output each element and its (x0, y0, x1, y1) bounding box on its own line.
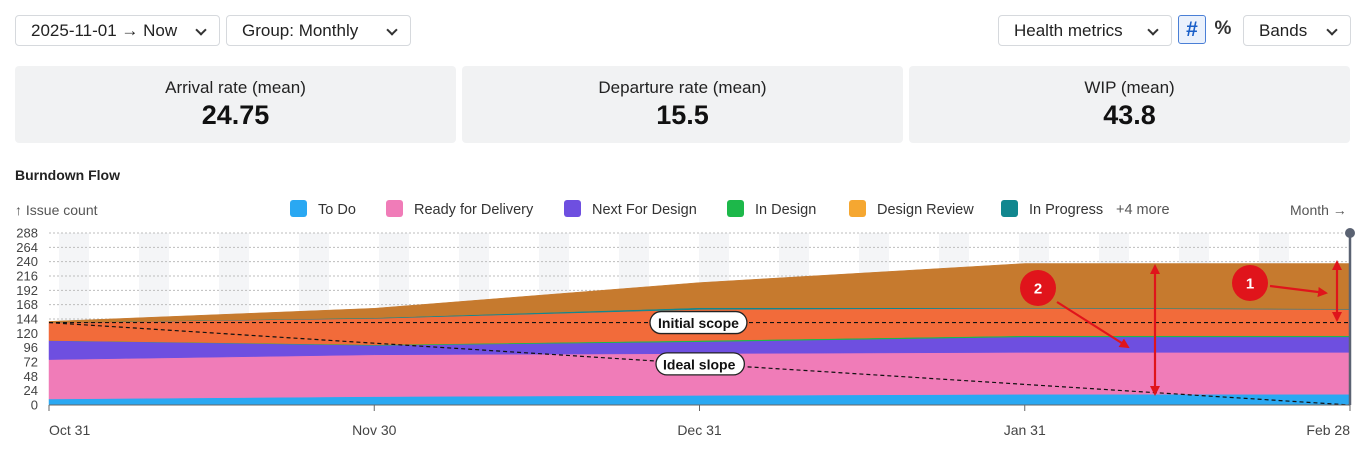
group-dropdown[interactable]: Group: Monthly (226, 15, 411, 46)
y-tick-label: 192 (16, 283, 38, 298)
kpi-value: 43.8 (1103, 100, 1156, 130)
kpi-label: Departure rate (mean) (598, 78, 767, 97)
chevron-down-icon (1326, 24, 1338, 36)
chevron-down-icon (386, 24, 398, 36)
legend-swatch (564, 200, 581, 217)
kpi-value: 24.75 (201, 100, 270, 130)
kpi-label: Arrival rate (mean) (165, 78, 306, 97)
legend-item-to-do[interactable]: To Do (290, 200, 356, 220)
chart-title: Burndown Flow (15, 167, 120, 183)
bands-label: Bands (1259, 21, 1308, 40)
date-range-label: 2025-11-01 → Now (31, 21, 178, 40)
x-axis: Oct 31 Nov 30 Dec 31 Jan 31 Feb 28 (48, 404, 1351, 438)
chevron-down-icon (1147, 24, 1159, 36)
legend-item-ready-for-delivery[interactable]: Ready for Delivery (386, 200, 533, 220)
y-tick-label: 240 (16, 254, 38, 269)
y-tick-label: 264 (16, 240, 38, 255)
group-label: Group: Monthly (242, 21, 359, 40)
badge-2-text: 2 (1034, 281, 1042, 298)
y-tick-label: 24 (24, 383, 38, 398)
red-annotations: 1 2 (1020, 260, 1342, 396)
chevron-down-icon (195, 24, 207, 36)
count-mode-button[interactable]: # (1178, 15, 1206, 44)
x-tick-label: Jan 31 (1004, 422, 1046, 438)
x-tick-label: Dec 31 (677, 422, 722, 438)
toolbar: 2025-11-01 → Now Group: Monthly Health m… (0, 0, 1364, 50)
badge-2 (1020, 270, 1056, 306)
legend-more-link[interactable]: +4 more (1116, 202, 1170, 218)
health-metrics-label: Health metrics (1014, 21, 1123, 40)
ideal-slope-label: Ideal slope (655, 352, 746, 376)
arrow-badge-1 (1269, 284, 1328, 297)
ideal-slope-text: Ideal slope (663, 356, 736, 372)
bands-dropdown[interactable]: Bands (1243, 15, 1351, 46)
arrow-badge-2 (1056, 301, 1130, 349)
legend-swatch (849, 200, 866, 217)
kpi-card-wip: WIP (mean) 43.8 (909, 66, 1350, 143)
legend-label: In Progress (1029, 202, 1104, 218)
legend-swatch (1001, 200, 1018, 217)
legend-item-in-progress[interactable]: In Progress (1001, 200, 1103, 220)
legend-label: In Design (755, 202, 817, 218)
x-axis-caption: Month → (1290, 202, 1347, 218)
percent-mode-button[interactable]: % (1214, 18, 1232, 39)
legend-swatch (727, 200, 744, 217)
y-axis-caption: ↑ Issue count (15, 202, 98, 218)
x-tick-label: Feb 28 (1306, 422, 1350, 438)
legend-label: To Do (318, 202, 356, 218)
y-tick-label: 216 (16, 269, 38, 284)
badge-1 (1232, 265, 1268, 301)
legend-item-next-for-design[interactable]: Next For Design (564, 200, 697, 220)
health-metrics-dropdown[interactable]: Health metrics (998, 15, 1172, 46)
y-tick-label: 144 (16, 312, 38, 327)
y-tick-label: 96 (24, 340, 38, 355)
y-tick-label: 288 (16, 226, 38, 241)
now-marker-dot (1345, 228, 1355, 238)
y-tick-label: 72 (24, 355, 38, 370)
y-tick-label: 120 (16, 326, 38, 341)
y-tick-label: 48 (24, 369, 38, 384)
x-tick-label: Nov 30 (352, 422, 397, 438)
y-tick-label: 168 (16, 297, 38, 312)
kpi-card-departure-rate: Departure rate (mean) 15.5 (462, 66, 903, 143)
initial-scope-label: Initial scope (649, 310, 748, 335)
callouts: Initial scope Ideal slope (649, 310, 748, 376)
legend-label: Design Review (877, 202, 974, 218)
initial-scope-text: Initial scope (658, 315, 739, 331)
legend-swatch (290, 200, 307, 217)
kpi-card-arrival-rate: Arrival rate (mean) 24.75 (15, 66, 456, 143)
kpi-value: 15.5 (656, 100, 709, 130)
legend-swatch (386, 200, 403, 217)
date-range-dropdown[interactable]: 2025-11-01 → Now (15, 15, 220, 46)
x-tick-label: Oct 31 (49, 422, 90, 438)
kpi-label: WIP (mean) (1084, 78, 1175, 97)
y-tick-label: 0 (31, 398, 38, 413)
legend-label: Ready for Delivery (414, 202, 534, 218)
legend-label: Next For Design (592, 202, 697, 218)
legend-item-design-review[interactable]: Design Review (849, 200, 974, 220)
legend-item-in-design[interactable]: In Design (727, 200, 816, 220)
badge-1-text: 1 (1246, 276, 1254, 293)
